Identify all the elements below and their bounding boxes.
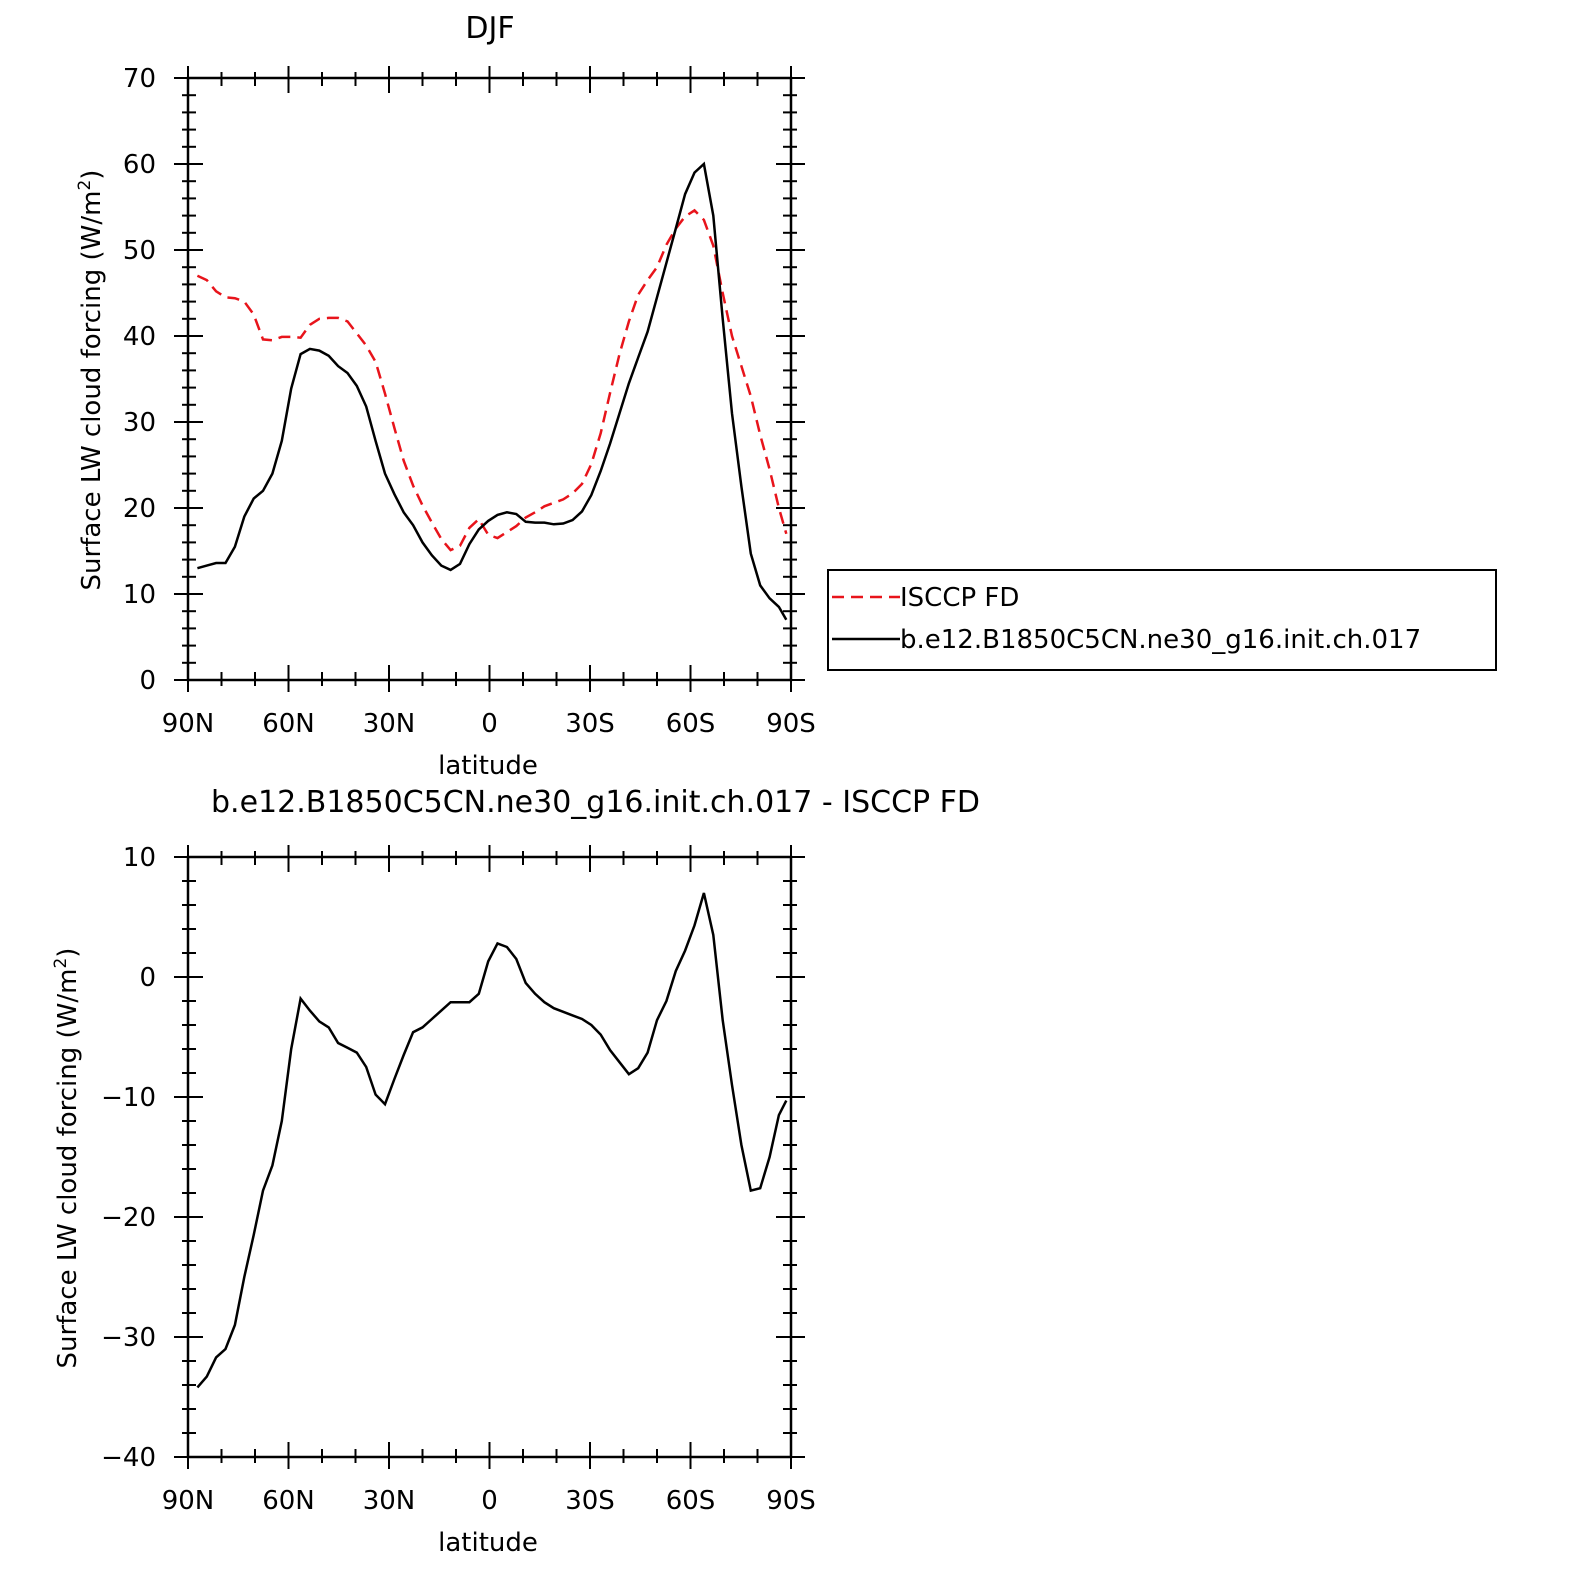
- y-tick-label: 10: [123, 843, 156, 873]
- top-chart-plot-area: 90N 60N 30N 0 30S 60S 90S 0 10 20 30 40 50 60 70: [123, 64, 816, 739]
- bottom-chart-plot-area: 90N 60N 30N 0 30S 60S 90S −40 −30 −20 −10 0 10: [101, 843, 816, 1516]
- x-tick-label: 90N: [162, 1486, 215, 1516]
- x-tick-label: 90S: [766, 709, 816, 739]
- bottom-chart-x-axis-label: latitude: [438, 1528, 538, 1558]
- x-tick-label: 60N: [262, 1486, 315, 1516]
- bottom-chart-y-axis-label-close: ): [53, 948, 83, 958]
- top-chart: DJF 90N 60N 30N 0 30S 60S 90S 010203040506070 …: [75, 11, 1497, 781]
- y-tick-label: 0: [139, 963, 156, 993]
- y-tick-label: −10: [101, 1083, 156, 1113]
- legend-label-isccp-fd: ISCCP FD: [900, 583, 1019, 613]
- y-tick-label: 70: [123, 64, 156, 94]
- x-tick-label: 60S: [666, 709, 716, 739]
- top-chart-y-tick-labels: 0 10 20 30 40 50 60 70: [123, 64, 156, 696]
- legend: ISCCP FD b.e12.B1850C5CN.ne30_g16.init.c…: [827, 569, 1497, 671]
- top-chart-x-tick-labels: 90N 60N 30N 0 30S 60S 90S: [162, 709, 816, 739]
- top-chart-x-axis-label: latitude: [438, 751, 538, 781]
- bottom-chart-x-tick-labels: 90N 60N 30N 0 30S 60S 90S: [162, 1486, 816, 1516]
- y-tick-label: 30: [123, 408, 156, 438]
- x-tick-label: 30N: [363, 709, 416, 739]
- x-tick-label: 0: [481, 1486, 498, 1516]
- y-tick-label: 0: [139, 666, 156, 696]
- bottom-chart: b.e12.B1850C5CN.ne30_g16.init.ch.017 - I…: [51, 785, 980, 1558]
- top-chart-y-axis-label-close: ): [77, 170, 107, 180]
- bottom-chart-frame: [186, 855, 793, 1459]
- bottom-chart-y-tick-labels: −40 −30 −20 −10 0 10: [101, 843, 156, 1473]
- bottom-chart-y-axis-label: Surface LW cloud forcing (W/m2): [51, 948, 83, 1369]
- y-tick-label: 40: [123, 322, 156, 352]
- top-chart-y-axis-label: Surface LW cloud forcing (W/m2): [75, 170, 107, 591]
- top-chart-y-axis-label-text: Surface LW cloud forcing (W/m: [77, 191, 107, 591]
- x-tick-label: 30N: [363, 1486, 416, 1516]
- y-tick-label: −30: [101, 1323, 156, 1353]
- y-tick-label: −40: [101, 1443, 156, 1473]
- top-chart-title: DJF: [465, 11, 514, 46]
- bottom-chart-title: b.e12.B1850C5CN.ne30_g16.init.ch.017 - I…: [211, 785, 980, 820]
- x-tick-label: 90S: [766, 1486, 816, 1516]
- top-chart-y-axis-label-sup: 2: [75, 180, 95, 191]
- legend-label-model: b.e12.B1850C5CN.ne30_g16.init.ch.017: [900, 625, 1421, 655]
- y-tick-label: 60: [123, 150, 156, 180]
- series-line-model: [197, 161, 788, 621]
- bottom-chart-y-axis-label-sup: 2: [51, 958, 71, 969]
- series-line-difference: [196, 892, 788, 1389]
- y-tick-label: −20: [101, 1203, 156, 1233]
- x-tick-label: 60S: [666, 1486, 716, 1516]
- x-tick-label: 30S: [565, 1486, 615, 1516]
- bottom-chart-y-axis-label-text: Surface LW cloud forcing (W/m: [53, 969, 83, 1369]
- y-tick-label: 20: [123, 494, 156, 524]
- top-chart-ticks: [174, 66, 805, 692]
- x-tick-label: 60N: [262, 709, 315, 739]
- legend-box: [827, 569, 1497, 671]
- y-tick-label: 50: [123, 236, 156, 266]
- series-line-isccp-fd: [196, 208, 788, 552]
- x-tick-label: 30S: [565, 709, 615, 739]
- y-tick-label: 10: [123, 580, 156, 610]
- bottom-chart-ticks: [174, 845, 805, 1469]
- x-tick-label: 0: [481, 709, 498, 739]
- x-tick-label: 90N: [162, 709, 215, 739]
